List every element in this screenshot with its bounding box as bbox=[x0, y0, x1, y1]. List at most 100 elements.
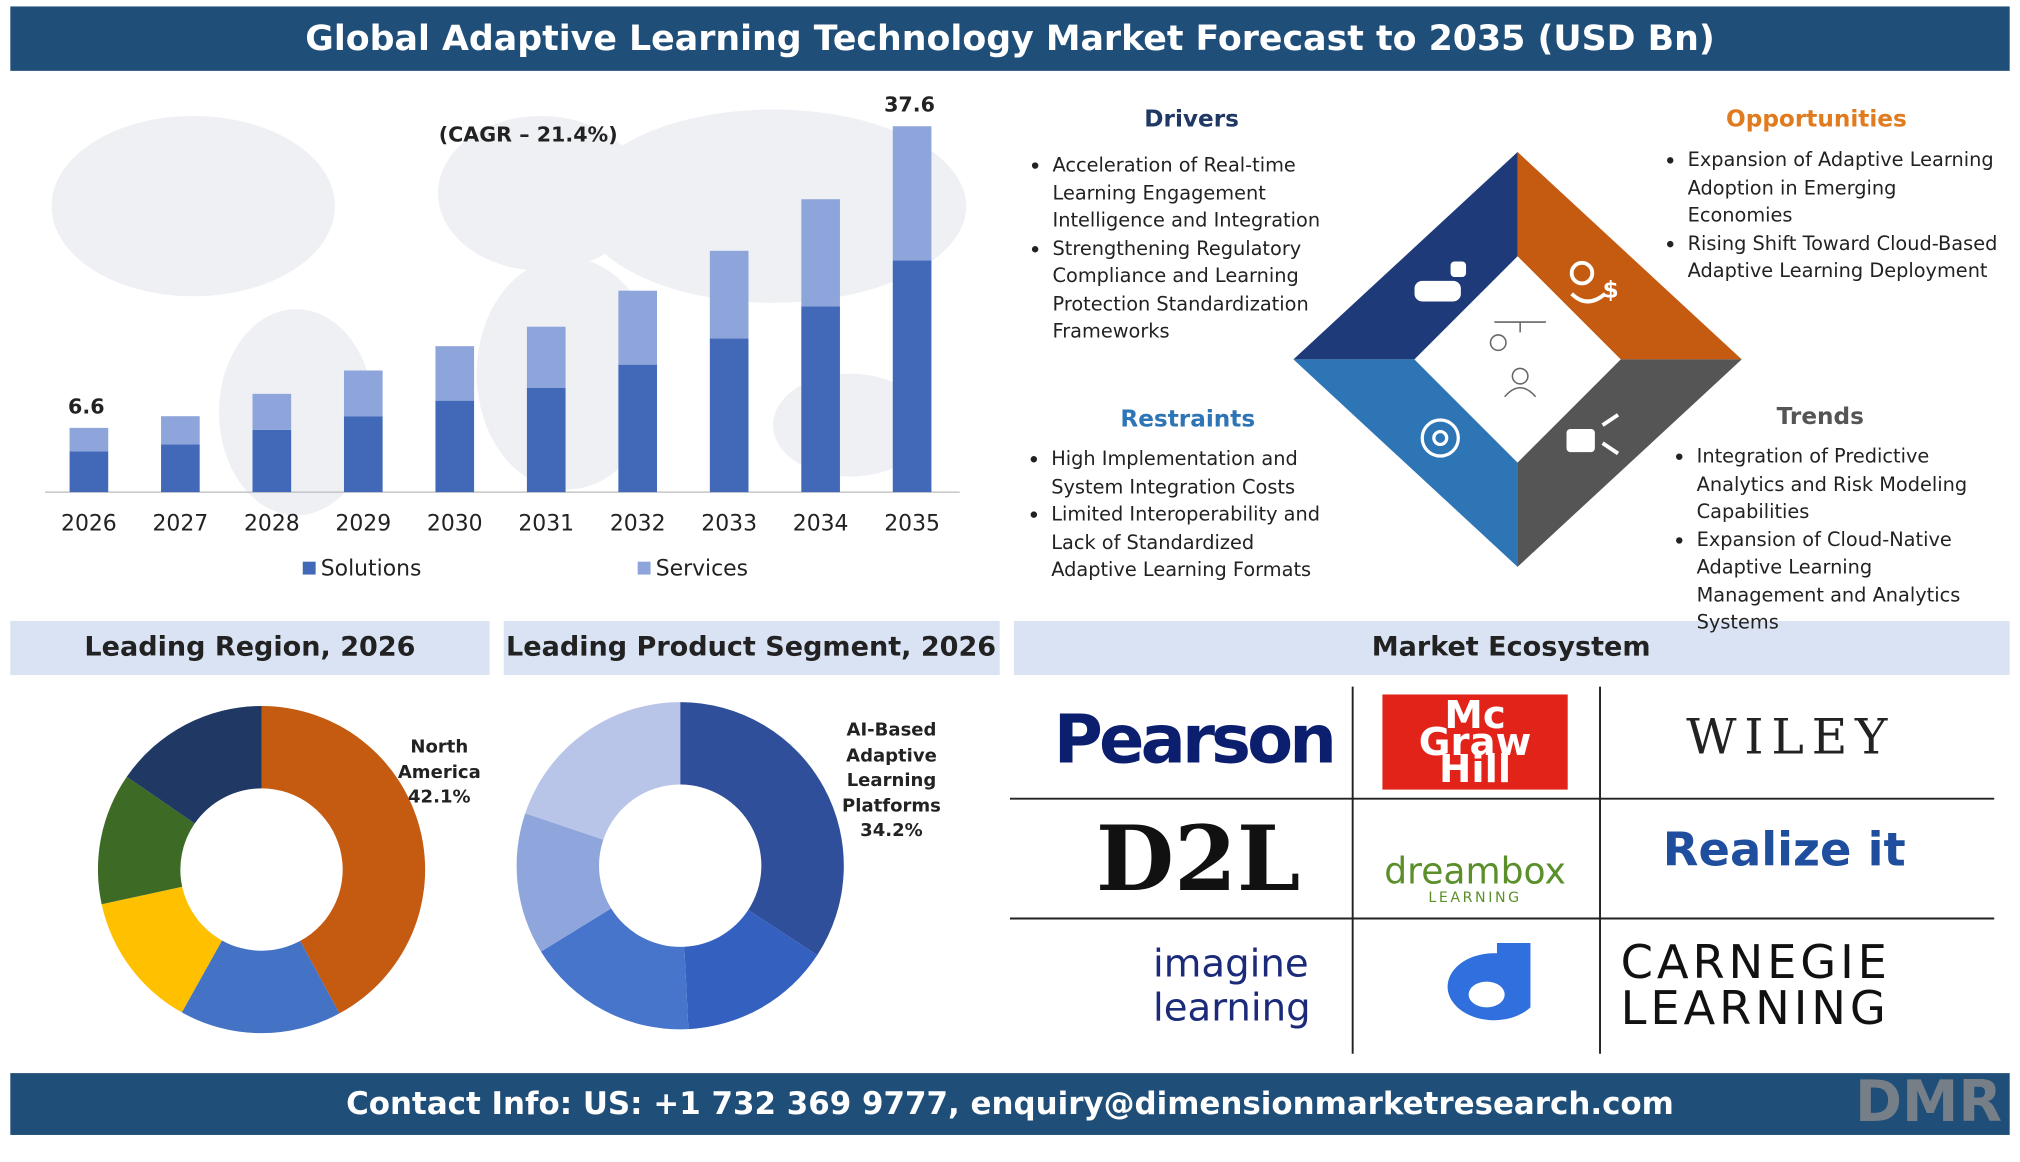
footer-text: Contact Info: US: +1 732 369 9777, enqui… bbox=[346, 1086, 1674, 1122]
x-tick-label: 2029 bbox=[335, 511, 391, 536]
segment-list: Acceleration of Real-time Learning Engag… bbox=[1024, 152, 1333, 345]
ecosystem-logo-box: dreambox bbox=[1384, 850, 1566, 893]
ecosystem-logo-box: Pearson bbox=[1054, 702, 1337, 779]
segment-list: Expansion of Adaptive Learning Adoption … bbox=[1659, 147, 2000, 285]
footer-bar bbox=[10, 1073, 2010, 1135]
ecosystem-logo: D2L bbox=[1095, 805, 1301, 913]
bar-segment bbox=[161, 444, 200, 493]
segment-item: Expansion of Adaptive Learning Adoption … bbox=[1688, 147, 2001, 230]
x-tick-label: 2033 bbox=[701, 511, 757, 536]
bar-segment bbox=[252, 393, 292, 430]
legend-label: Services bbox=[656, 556, 748, 581]
ecosystem-grid bbox=[1010, 686, 1995, 1054]
bar-segment bbox=[801, 199, 840, 307]
ecosystem-logo: imagine learning bbox=[1152, 942, 1311, 1031]
bar-segment bbox=[343, 370, 383, 417]
legend-label: Solutions bbox=[321, 556, 422, 581]
donut-slice bbox=[101, 886, 222, 1013]
x-tick-label: 2026 bbox=[61, 511, 117, 536]
ecosystem-logo: dreambox bbox=[1384, 850, 1566, 893]
donut-slice bbox=[97, 776, 195, 905]
page-title: Global Adaptive Learning Technology Mark… bbox=[305, 19, 1714, 59]
logo-d-icon bbox=[1447, 942, 1531, 1021]
ecosystem-logo-box: Mc Graw Hill bbox=[1382, 694, 1568, 790]
slice-label-box: North America 42.1% bbox=[375, 736, 504, 811]
ecosystem-logo: Pearson bbox=[1053, 702, 1337, 780]
slice-value-label: 42.1% bbox=[408, 787, 471, 808]
slice-value-label: 34.2% bbox=[860, 820, 923, 842]
bar-segment bbox=[69, 451, 109, 493]
segment-list-box: High Implementation and System Integrati… bbox=[1023, 446, 1345, 639]
segment-list: High Implementation and System Integrati… bbox=[1023, 446, 1345, 584]
ecosystem-panel bbox=[1013, 620, 2010, 676]
region-panel bbox=[10, 620, 490, 676]
ecosystem-logo-box: WILEY bbox=[1686, 708, 1896, 766]
chart-subtitle: (CAGR – 21.4%) bbox=[439, 122, 618, 146]
bar-segment bbox=[435, 400, 475, 493]
ecosystem-logo-box: imagine learning bbox=[1152, 942, 1311, 1031]
segment-item: Rising Shift Toward Cloud-Based Adaptive… bbox=[1688, 230, 2001, 285]
product-title: Leading Product Segment, 2026 bbox=[506, 631, 996, 662]
icon-lock bbox=[1566, 413, 1620, 456]
ecosystem-logo: CARNEGIE LEARNING bbox=[1620, 940, 1891, 1034]
ecosystem-logo: Realize it bbox=[1662, 824, 1906, 878]
ecosystem-logo-box: D2L bbox=[1095, 805, 1301, 913]
slice-label-box: AI-Based Adaptive Learning Platforms 34.2… bbox=[842, 720, 941, 842]
ecosystem-logo-box: Realize it bbox=[1662, 824, 1906, 878]
bar-segment bbox=[526, 326, 566, 388]
bar-segment bbox=[801, 306, 840, 493]
legend-swatch bbox=[302, 561, 316, 575]
bar-segment bbox=[69, 427, 109, 452]
segment-item: Strengthening Regulatory Compliance and … bbox=[1053, 235, 1334, 345]
donut-slice bbox=[680, 702, 844, 956]
ecosystem-logo: WILEY bbox=[1686, 708, 1896, 766]
ecosystem-logo-box: LEARNING bbox=[1428, 888, 1522, 906]
donut-slice bbox=[684, 910, 818, 1030]
donut-slice bbox=[525, 702, 681, 840]
svg-text:$: $ bbox=[1603, 277, 1619, 304]
ecosystem-logo-box: CARNEGIE LEARNING bbox=[1620, 940, 1891, 1034]
bar-segment bbox=[709, 338, 749, 493]
bar-segment bbox=[892, 260, 932, 493]
region-title: Leading Region, 2026 bbox=[84, 631, 415, 662]
bar-segment bbox=[526, 387, 566, 493]
x-tick-label: 2028 bbox=[244, 511, 300, 536]
segment-list-box: Expansion of Adaptive Learning Adoption … bbox=[1659, 147, 2000, 340]
bar-segment bbox=[892, 126, 932, 261]
segment-title: Drivers bbox=[1144, 105, 1239, 132]
segment-item: Limited Interoperability and Lack of Sta… bbox=[1051, 501, 1345, 584]
icon-exchange: $ bbox=[1569, 260, 1619, 304]
segment-list: Integration of Predictive Analytics and … bbox=[1668, 443, 1990, 636]
ecosystem-title: Market Ecosystem bbox=[1372, 631, 1651, 662]
bar-segment bbox=[618, 364, 658, 493]
diamond-center bbox=[1414, 256, 1621, 463]
donut-slice bbox=[516, 813, 612, 952]
total-label: 6.6 bbox=[68, 394, 105, 418]
bar-segment bbox=[252, 429, 292, 493]
x-tick-label: 2032 bbox=[610, 511, 666, 536]
legend-swatch bbox=[637, 561, 651, 575]
bar-segment bbox=[343, 416, 383, 493]
segment-item: Integration of Predictive Analytics and … bbox=[1697, 443, 1991, 526]
donut-slice bbox=[540, 908, 689, 1030]
total-label: 37.6 bbox=[884, 93, 935, 117]
segment-title: Opportunities bbox=[1726, 105, 1907, 132]
icon-gear bbox=[1420, 418, 1460, 458]
segment-item: High Implementation and System Integrati… bbox=[1051, 446, 1345, 501]
segment-list-box: Integration of Predictive Analytics and … bbox=[1668, 443, 1990, 636]
x-tick-label: 2030 bbox=[427, 511, 483, 536]
segment-title: Trends bbox=[1777, 403, 1864, 430]
slice-label: North America 42.1% bbox=[375, 736, 504, 811]
slice-category: AI-Based Adaptive Learning Platforms bbox=[842, 720, 941, 817]
icon-center bbox=[1489, 321, 1546, 398]
header-bar bbox=[10, 6, 2010, 71]
x-tick-label: 2031 bbox=[518, 511, 574, 536]
ecosystem-logo: LEARNING bbox=[1428, 888, 1522, 906]
segment-item: Expansion of Cloud-Native Adaptive Learn… bbox=[1697, 526, 1991, 636]
product-panel bbox=[503, 620, 1000, 676]
donut-slice bbox=[126, 705, 262, 824]
x-tick-label: 2034 bbox=[793, 511, 849, 536]
segment-title: Restraints bbox=[1120, 405, 1255, 432]
